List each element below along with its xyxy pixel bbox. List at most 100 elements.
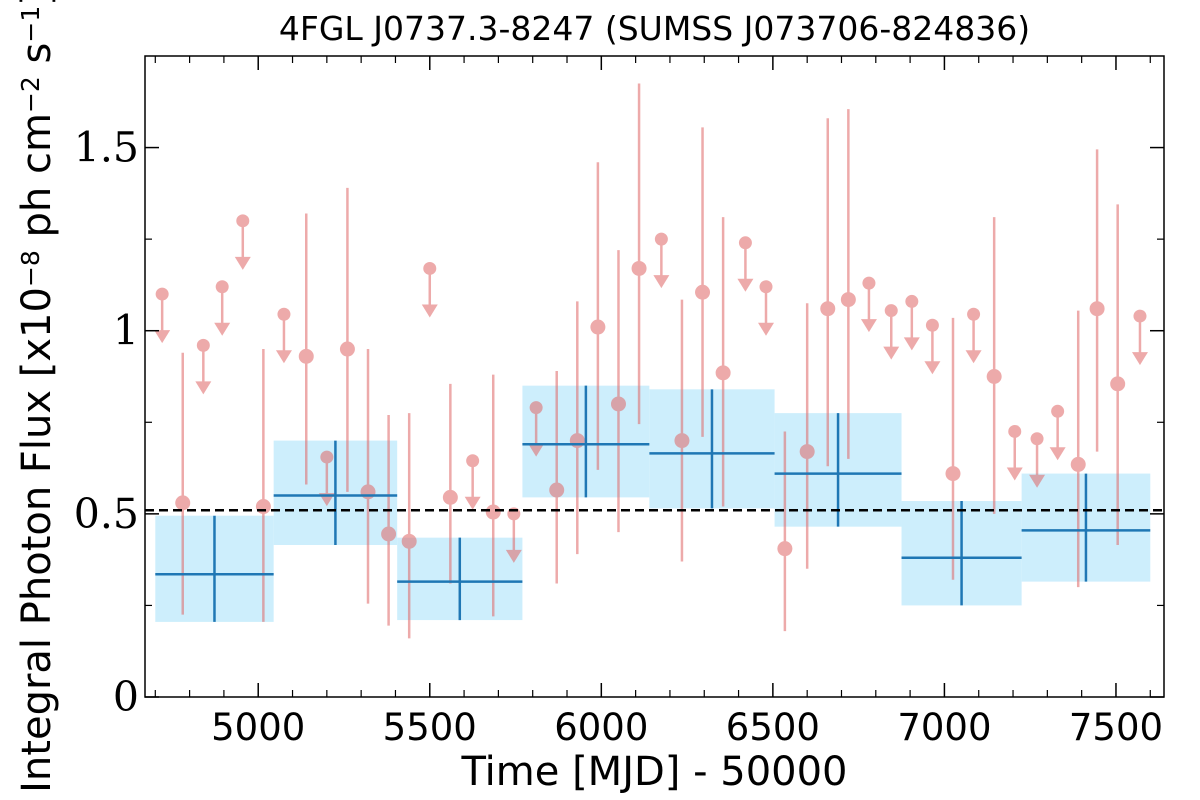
upper-limit-point bbox=[738, 236, 752, 250]
upper-limit-point bbox=[1030, 432, 1044, 446]
upper-limit-arrowhead bbox=[234, 256, 251, 270]
upper-limit-point bbox=[320, 450, 334, 464]
upper-limit-point bbox=[1133, 309, 1147, 323]
upper-limit-marker bbox=[860, 276, 877, 333]
flux-data-point bbox=[986, 217, 1002, 514]
flux-marker bbox=[674, 433, 690, 449]
upper-limit-arrowhead bbox=[860, 319, 877, 333]
flux-marker bbox=[569, 433, 585, 449]
x-axis-label: Time [MJD] - 50000 bbox=[460, 749, 847, 795]
flux-marker bbox=[1110, 376, 1126, 392]
upper-limit-point bbox=[654, 232, 668, 246]
flux-marker bbox=[840, 292, 856, 308]
upper-limit-arrowhead bbox=[1006, 467, 1023, 481]
flux-marker bbox=[549, 482, 565, 498]
upper-limit-point bbox=[1051, 404, 1065, 418]
binned-point bbox=[901, 501, 1022, 606]
upper-limit-arrowhead bbox=[528, 443, 545, 457]
upper-limit-point bbox=[277, 307, 291, 321]
flux-marker bbox=[590, 319, 606, 335]
upper-limit-marker bbox=[1006, 424, 1023, 481]
upper-limit-point bbox=[759, 280, 773, 294]
flux-data-point bbox=[549, 371, 565, 584]
flux-data-point bbox=[381, 414, 397, 626]
flux-data-point bbox=[442, 383, 458, 584]
flux-marker bbox=[799, 444, 815, 460]
upper-limit-arrowhead bbox=[421, 304, 438, 318]
y-label-exponent: −1 bbox=[16, 6, 45, 43]
upper-limit-arrowhead bbox=[903, 337, 920, 351]
flux-data-point bbox=[1110, 204, 1126, 545]
upper-limit-marker bbox=[1131, 309, 1148, 366]
flux-data-point bbox=[840, 109, 856, 459]
upper-limit-arrowhead bbox=[195, 381, 212, 395]
binned-point bbox=[273, 440, 398, 545]
flux-marker bbox=[381, 526, 397, 542]
upper-limit-marker bbox=[737, 236, 754, 292]
upper-limit-point bbox=[1008, 424, 1022, 438]
upper-limit-arrowhead bbox=[924, 361, 941, 375]
upper-limit-point bbox=[215, 280, 229, 294]
axis-ticks: 5000 5500 6000 6500 7000 7500 0 0.5 1 1.5 bbox=[74, 56, 1164, 749]
flux-data-point bbox=[1070, 310, 1086, 588]
y-label-exponent: −8 bbox=[16, 250, 45, 287]
flux-marker bbox=[631, 260, 647, 276]
upper-limit-point bbox=[862, 276, 876, 290]
flux-data-point bbox=[674, 299, 690, 562]
flux-data-point bbox=[715, 217, 731, 507]
upper-limit-arrowhead bbox=[275, 350, 292, 364]
y-tick-label: 1.5 bbox=[74, 124, 139, 172]
flux-marker bbox=[339, 341, 355, 357]
x-tick-label: 6500 bbox=[726, 706, 820, 749]
flux-data-point bbox=[175, 352, 191, 615]
y-label-text: ] bbox=[14, 0, 60, 6]
upper-limit-arrowhead bbox=[505, 549, 522, 563]
flux-marker bbox=[298, 348, 314, 364]
upper-limit-point bbox=[884, 304, 898, 318]
upper-limit-arrowhead bbox=[464, 496, 481, 510]
upper-limit-marker bbox=[214, 280, 231, 336]
flux-marker bbox=[695, 284, 711, 300]
flux-data-point bbox=[610, 250, 626, 533]
flux-marker bbox=[360, 484, 376, 500]
flux-data-point bbox=[590, 162, 606, 470]
flux-marker bbox=[610, 396, 626, 412]
upper-limit-marker bbox=[1049, 404, 1066, 461]
upper-limit-marker bbox=[758, 280, 775, 336]
flux-marker bbox=[986, 369, 1002, 384]
upper-limit-arrowhead bbox=[154, 330, 171, 344]
flux-marker bbox=[820, 301, 836, 317]
upper-limit-arrowhead bbox=[737, 278, 754, 292]
upper-limit-marker bbox=[464, 454, 481, 510]
y-label-text: Integral Photon Flux [x10 bbox=[14, 287, 60, 793]
flux-marker bbox=[401, 533, 417, 549]
upper-limit-arrowhead bbox=[1029, 474, 1046, 488]
flux-marker bbox=[175, 495, 191, 511]
upper-limit-point bbox=[967, 307, 981, 321]
flux-data-point bbox=[695, 127, 711, 437]
y-tick-label: 1 bbox=[113, 307, 139, 355]
upper-limit-point bbox=[423, 261, 437, 275]
upper-limit-point bbox=[196, 338, 210, 352]
upper-limit-point bbox=[155, 287, 169, 301]
upper-limit-marker bbox=[924, 318, 941, 375]
flux-marker bbox=[485, 504, 501, 520]
y-label-text: s bbox=[14, 43, 60, 77]
flux-marker bbox=[777, 541, 793, 557]
upper-limit-point bbox=[236, 214, 250, 228]
binned-point bbox=[397, 537, 523, 621]
binned-point bbox=[1021, 473, 1151, 582]
upper-limit-marker bbox=[1029, 432, 1046, 488]
flux-data-point bbox=[820, 118, 836, 467]
y-tick-label: 0.5 bbox=[74, 490, 139, 538]
upper-limit-marker bbox=[965, 307, 982, 364]
upper-limit-marker bbox=[154, 287, 171, 344]
flux-marker bbox=[1070, 456, 1086, 472]
flux-data-point bbox=[945, 317, 961, 580]
flux-data-point bbox=[339, 187, 355, 492]
upper-limit-point bbox=[466, 454, 480, 468]
upper-limit-arrowhead bbox=[653, 275, 670, 289]
flux-marker bbox=[1089, 301, 1105, 317]
flux-marker bbox=[945, 466, 961, 482]
